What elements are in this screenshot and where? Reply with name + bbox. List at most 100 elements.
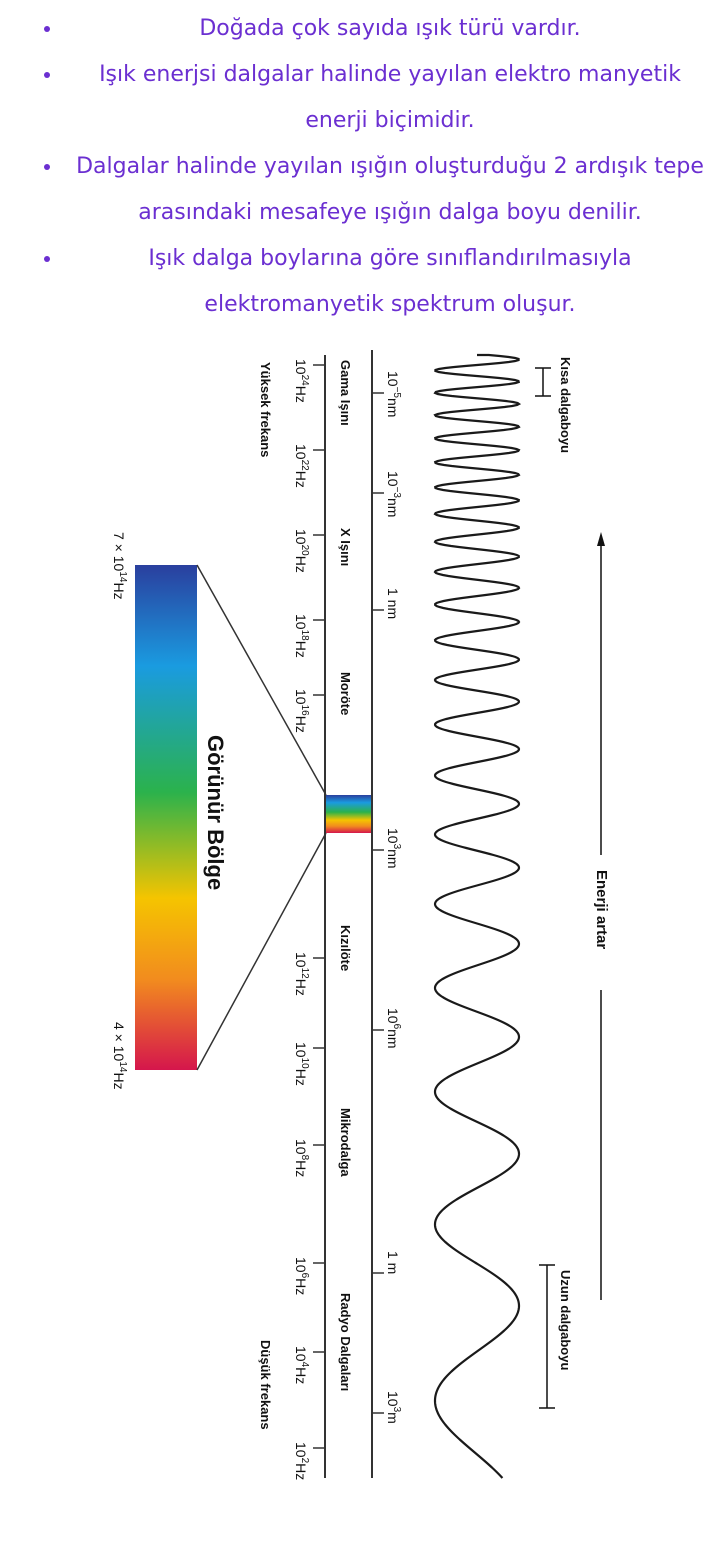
tick-unit: m [385,1259,401,1275]
wave-curve [433,353,522,1479]
bullet-item: Dalgalar halinde yayılan ışığın oluşturd… [0,144,720,236]
zoom-line-top [196,564,327,796]
tick-exponent: 6 [299,1273,310,1279]
bullet-text: Işık enerjsi dalgalar halinde yayılan el… [99,62,681,133]
low-frequency-label: Düşük frekans [258,1340,273,1430]
frequency-tick-label: 102Hz [293,1442,310,1480]
bullet-item: Işık enerjsi dalgalar halinde yayılan el… [0,52,720,144]
tick-unit: Hz [293,1160,309,1177]
tick-exponent: 4 [299,1362,310,1368]
tick-unit: Hz [293,556,309,573]
wavelength-tick-label: 1 m [385,1251,401,1274]
tick-unit: Hz [111,1072,127,1089]
bullet-text: Işık dalga boylarına göre sınıflandırılm… [148,246,632,317]
frequency-tick-label: 1020Hz [293,529,310,573]
bullet-dot [44,256,50,262]
tick-unit: Hz [293,641,309,658]
frequency-tick-label: 1022Hz [293,444,310,488]
tick-unit: Hz [293,716,309,733]
wavelength-tick-label: 1 nm [385,588,401,619]
tick-unit: Hz [293,471,309,488]
bullet-text: Doğada çok sayıda ışık türü vardır. [199,16,581,41]
tick-exponent: 16 [299,705,310,717]
frequency-tick-label: 1024Hz [293,359,310,403]
bullet-dot [44,26,50,32]
tick-base: 10 [293,1257,309,1273]
tick-unit: nm [385,398,401,417]
tick-unit: Hz [293,979,309,996]
tick-unit: nm [385,596,401,619]
spectrum-region-label: Gama Işını [338,360,353,426]
frequency-tick-label: 1012Hz [293,952,310,996]
wavelength-tick-label: 10−3nm [385,471,402,517]
long-wavelength-label: Uzun dalgaboyu [558,1270,573,1370]
tick-unit: Hz [293,1069,309,1086]
bullet-item: Doğada çok sayıda ışık türü vardır. [0,6,720,52]
tick-exponent: −3 [391,487,402,499]
visible-band-small [326,795,371,833]
bullet-dot [44,72,50,78]
tick-exponent: 18 [299,630,310,642]
spectrum-region-label: Kızılöte [338,925,353,971]
energy-arrow [597,532,605,1300]
tick-base: 1 [385,1251,401,1259]
energy-increases-label: Enerji artar [593,870,610,949]
zoom-line-bottom [196,832,327,1071]
frequency-tick-label: 106Hz [293,1257,310,1295]
tick-exponent: 20 [299,545,310,557]
tick-unit: nm [385,498,401,517]
spectrum-region-label: Radyo Dalgaları [338,1293,353,1391]
short-wavelength-bracket [535,367,551,397]
tick-base: 10 [385,1008,401,1024]
tick-unit: m [385,1412,401,1424]
tick-base: 10 [293,529,309,545]
tick-unit: Hz [293,1278,309,1295]
visible-top-frequency: 7 × 1014Hz [111,532,128,600]
tick-exponent: 22 [299,460,310,472]
tick-unit: Hz [111,582,127,599]
tick-exponent: 3 [391,844,402,850]
tick-exponent: 12 [299,968,310,980]
tick-base: 10 [385,371,401,387]
tick-base: 10 [293,614,309,630]
tick-exponent: 6 [391,1024,402,1030]
tick-exponent: 14 [117,1061,128,1073]
tick-base: 10 [385,828,401,844]
tick-base: 10 [385,471,401,487]
tick-unit: nm [385,1029,401,1048]
bullet-dot [44,164,50,170]
tick-base: 10 [385,1391,401,1407]
tick-exponent: 3 [391,1407,402,1413]
tick-base: 10 [293,952,309,968]
visible-region-label: Görünür Bölge [203,735,228,890]
short-wavelength-label: Kısa dalgaboyu [558,357,573,453]
tick-exponent: 14 [117,571,128,583]
tick-base: 10 [293,1139,309,1155]
tick-unit: Hz [293,386,309,403]
bullet-item: Işık dalga boylarına göre sınıflandırılm… [0,236,720,328]
tick-unit: Hz [293,1367,309,1384]
tick-exponent: −5 [391,387,402,399]
frequency-tick-label: 1016Hz [293,689,310,733]
bullet-text: Dalgalar halinde yayılan ışığın oluşturd… [76,154,704,225]
frequency-tick-label: 1010Hz [293,1042,310,1086]
tick-exponent: 2 [299,1458,310,1464]
high-frequency-label: Yüksek frekans [258,362,273,457]
long-wavelength-bracket [539,1264,555,1409]
spectrum-region-label: Moröte [338,672,353,715]
tick-exponent: 10 [299,1058,310,1070]
tick-base: 10 [293,1442,309,1458]
tick-base: 10 [293,359,309,375]
tick-unit: Hz [293,1463,309,1480]
tick-base: 10 [293,1042,309,1058]
tick-exponent: 8 [299,1155,310,1161]
spectrum-region-label: X Işını [338,528,353,566]
frequency-tick-label: 1018Hz [293,614,310,658]
tick-base: 7 × 10 [111,532,127,572]
tick-base: 4 × 10 [111,1022,127,1062]
tick-base: 1 [385,588,401,596]
tick-base: 10 [293,689,309,705]
wavelength-tick-label: 106nm [385,1008,402,1049]
visible-bottom-frequency: 4 × 1014Hz [111,1022,128,1090]
